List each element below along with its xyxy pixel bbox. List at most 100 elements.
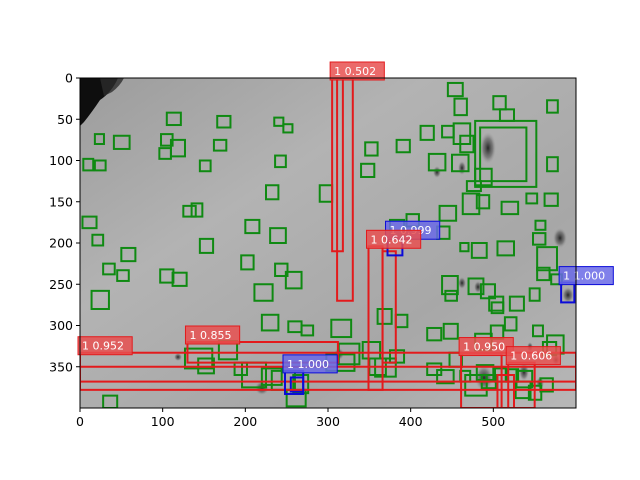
green-detection-box (91, 233, 105, 247)
y-tick-label: 150 (49, 194, 73, 209)
green-detection-box (441, 275, 459, 296)
detection-label-background (184, 325, 241, 345)
green-detection-box (269, 227, 287, 244)
green-detection-box (436, 369, 455, 385)
detection-label-background (558, 266, 614, 286)
detection-label: 1 0.950 (458, 337, 514, 357)
x-tick-label: 300 (316, 414, 340, 429)
green-detection-box (300, 324, 315, 337)
green-detection-box (525, 192, 539, 205)
green-detection-box (546, 156, 559, 173)
green-detection-box (444, 289, 458, 302)
green-detection-box (116, 269, 130, 282)
green-detection-box (503, 316, 518, 332)
green-detection-box (459, 242, 470, 253)
green-detection-box (438, 204, 458, 222)
x-tick-label: 0 (76, 414, 84, 429)
green-detection-box (260, 313, 280, 332)
green-detection-box (284, 270, 303, 290)
green-detection-box (419, 124, 435, 141)
green-detection-box (427, 152, 447, 172)
green-detection-box (475, 364, 495, 381)
green-detection-box (395, 138, 411, 154)
detection-label-background (282, 354, 338, 374)
green-detection-box (274, 154, 287, 169)
green-detection-box (539, 377, 554, 393)
detection-label-background (329, 61, 385, 81)
y-tick-label: 200 (49, 236, 73, 251)
x-tick-label: 400 (399, 414, 423, 429)
detection-label-text: 1 1.000 (287, 358, 329, 371)
green-detection-box (273, 116, 285, 127)
y-tick-label: 300 (49, 318, 73, 333)
detection-label-text: 1 1.000 (563, 270, 605, 283)
red-detection-box (336, 78, 354, 302)
y-tick-label: 100 (49, 153, 73, 168)
detection-label-text: 1 0.855 (189, 329, 231, 342)
detection-label: 1 0.606 (505, 346, 561, 366)
green-detection-box (330, 318, 353, 339)
green-detection-box (459, 134, 475, 154)
y-tick-label: 350 (49, 359, 73, 374)
green-detection-box (426, 326, 443, 342)
x-tick-label: 200 (233, 414, 257, 429)
y-tick-label: 50 (57, 112, 73, 127)
green-detection-box (165, 111, 182, 127)
red-detection-box (331, 78, 344, 253)
green-detection-box (198, 159, 212, 173)
detection-label: 1 0.502 (329, 61, 385, 81)
green-detection-box (171, 271, 188, 287)
detection-label-background (505, 346, 561, 366)
green-detection-box (190, 202, 204, 218)
green-detection-box (534, 219, 547, 231)
green-detection-box (496, 240, 516, 257)
green-detection-box (500, 200, 520, 216)
green-detection-box (536, 266, 551, 282)
green-detection-box (376, 308, 393, 325)
green-detection-box (120, 246, 137, 263)
green-detection-box (470, 242, 488, 259)
green-detection-box (532, 232, 547, 246)
green-detection-box (479, 283, 496, 300)
detection-label: 1 1.000 (282, 354, 338, 374)
detection-label-text: 1 0.502 (334, 65, 376, 78)
green-detection-box (442, 322, 459, 340)
axis-ticks: 0 100 200 300 400 500 0 50 100 150 200 250 300 350 (49, 71, 505, 430)
detection-label: 1 0.855 (184, 325, 241, 345)
green-detection-box (475, 194, 491, 210)
y-tick-label: 0 (65, 71, 73, 86)
green-detection-box (244, 218, 261, 235)
green-detection-box (508, 295, 525, 312)
green-detection-box (546, 99, 559, 114)
green-detection-box (490, 301, 505, 315)
green-detection-box (515, 369, 534, 389)
detection-label-text: 1 0.952 (82, 340, 124, 353)
green-detection-box (93, 133, 105, 146)
green-detection-box (532, 324, 544, 338)
green-detection-box (467, 277, 485, 296)
green-detection-box (81, 215, 98, 230)
green-detection-box (102, 262, 116, 276)
x-tick-label: 100 (151, 414, 175, 429)
green-detection-box (536, 246, 558, 272)
green-detection-box (90, 289, 110, 311)
green-detection-box (543, 192, 559, 207)
green-detection-box (453, 97, 468, 117)
red-detection-box (496, 374, 516, 408)
green-detection-box (253, 283, 274, 302)
green-detection-box (93, 159, 107, 172)
x-tick-label: 500 (481, 414, 505, 429)
green-detection-box (474, 167, 493, 187)
green-detection-box (389, 349, 406, 364)
detection-label: 1 0.642 (366, 229, 422, 249)
green-detection-box (479, 126, 528, 183)
detection-label: 1 0.952 (77, 336, 133, 356)
green-detection-box (265, 184, 280, 201)
green-detection-box (446, 81, 464, 98)
green-detection-box (474, 119, 538, 188)
green-detection-box (112, 134, 131, 150)
y-tick-label: 250 (49, 277, 73, 292)
detection-label-text: 1 0.642 (371, 233, 413, 246)
